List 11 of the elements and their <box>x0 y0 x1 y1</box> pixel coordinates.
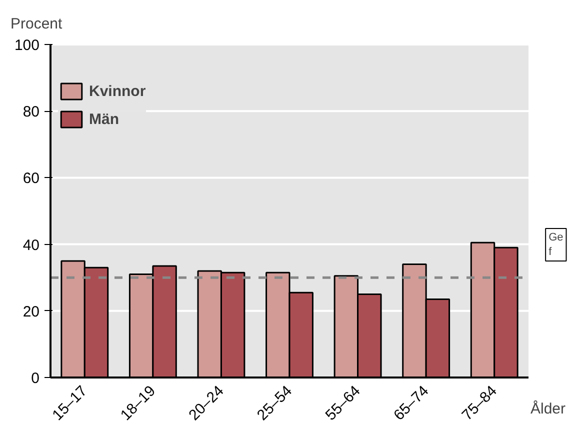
y-axis-title: Procent <box>10 16 64 32</box>
y-tick-label: 0 <box>31 370 40 387</box>
y-tick-label: 20 <box>22 303 40 320</box>
legend-label: Kvinnor <box>89 82 146 100</box>
y-tick-label: 80 <box>22 104 40 121</box>
legend-label: Män <box>89 110 119 128</box>
ref-line-label: Ge f <box>548 232 564 258</box>
y-tick-label: 40 <box>22 236 40 254</box>
x-axis-title: Ålder <box>530 400 566 418</box>
y-tick-label: 60 <box>22 170 40 188</box>
y-tick-label: 100 <box>14 37 40 54</box>
